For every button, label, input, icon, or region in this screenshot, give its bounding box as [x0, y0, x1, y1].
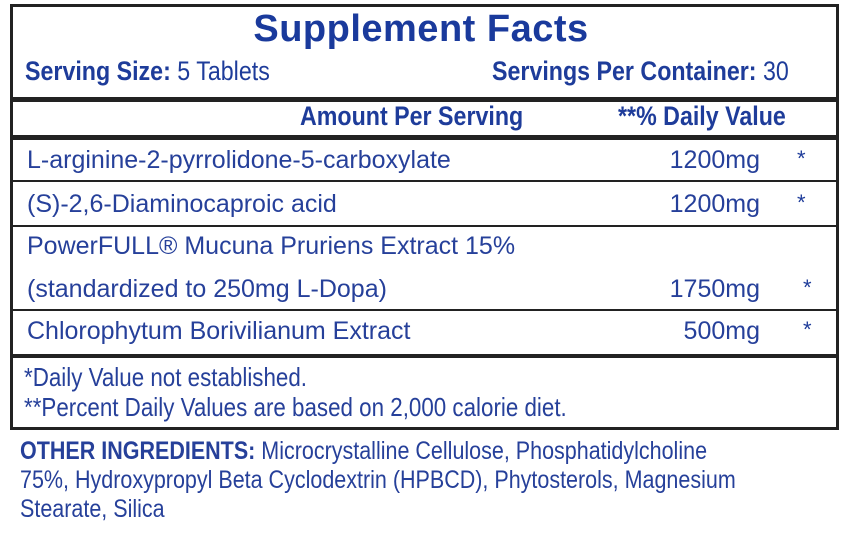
- ingredient-amount: 1200mg: [669, 190, 760, 218]
- other-ingredients-line: Stearate, Silica: [20, 495, 165, 523]
- ingredient-dv: *: [803, 275, 812, 300]
- divider: [10, 180, 839, 182]
- divider: [10, 135, 839, 140]
- daily-value-header: **% Daily Value: [618, 101, 786, 131]
- serving-size: Serving Size: 5 Tablets: [25, 56, 270, 87]
- footnote: *Daily Value not established.: [24, 362, 307, 392]
- ingredient-amount: 500mg: [683, 317, 760, 345]
- supplement-facts-panel: [10, 4, 839, 430]
- ingredient-dv: *: [797, 146, 806, 171]
- ingredient-dv: *: [797, 190, 806, 215]
- other-ingredients-label: OTHER INGREDIENTS:: [20, 437, 256, 465]
- serving-size-value: 5 Tablets: [177, 56, 270, 86]
- ingredient-amount: 1200mg: [669, 146, 760, 174]
- panel-title: Supplement Facts: [253, 8, 589, 50]
- servings-value: 30: [762, 56, 789, 86]
- other-ingredients-line: OTHER INGREDIENTS: Microcrystalline Cell…: [20, 437, 707, 466]
- divider: [10, 309, 839, 311]
- divider: [10, 97, 839, 102]
- footnote: **Percent Daily Values are based on 2,00…: [24, 392, 567, 422]
- servings-per-container: Servings Per Container: 30: [492, 56, 789, 87]
- ingredient-name: Chlorophytum Borivilianum Extract: [27, 317, 411, 345]
- ingredient-name: (S)-2,6-Diaminocaproic acid: [27, 190, 337, 218]
- other-ingredients-text: Microcrystalline Cellulose, Phosphatidyl…: [255, 437, 708, 465]
- ingredient-name: L-arginine-2-pyrrolidone-5-carboxylate: [27, 146, 451, 174]
- other-ingredients-line: 75%, Hydroxypropyl Beta Cyclodextrin (HP…: [20, 466, 736, 494]
- ingredient-amount: 1750mg: [669, 275, 760, 303]
- amount-per-serving-header: Amount Per Serving: [300, 101, 524, 131]
- divider: [10, 225, 839, 227]
- ingredient-name: PowerFULL® Mucuna Pruriens Extract 15%: [27, 232, 516, 260]
- serving-size-label: Serving Size:: [25, 56, 171, 86]
- ingredient-name-detail: (standardized to 250mg L-Dopa): [27, 275, 387, 303]
- divider: [10, 354, 839, 358]
- ingredient-dv: *: [803, 317, 812, 342]
- servings-label: Servings Per Container:: [492, 56, 757, 86]
